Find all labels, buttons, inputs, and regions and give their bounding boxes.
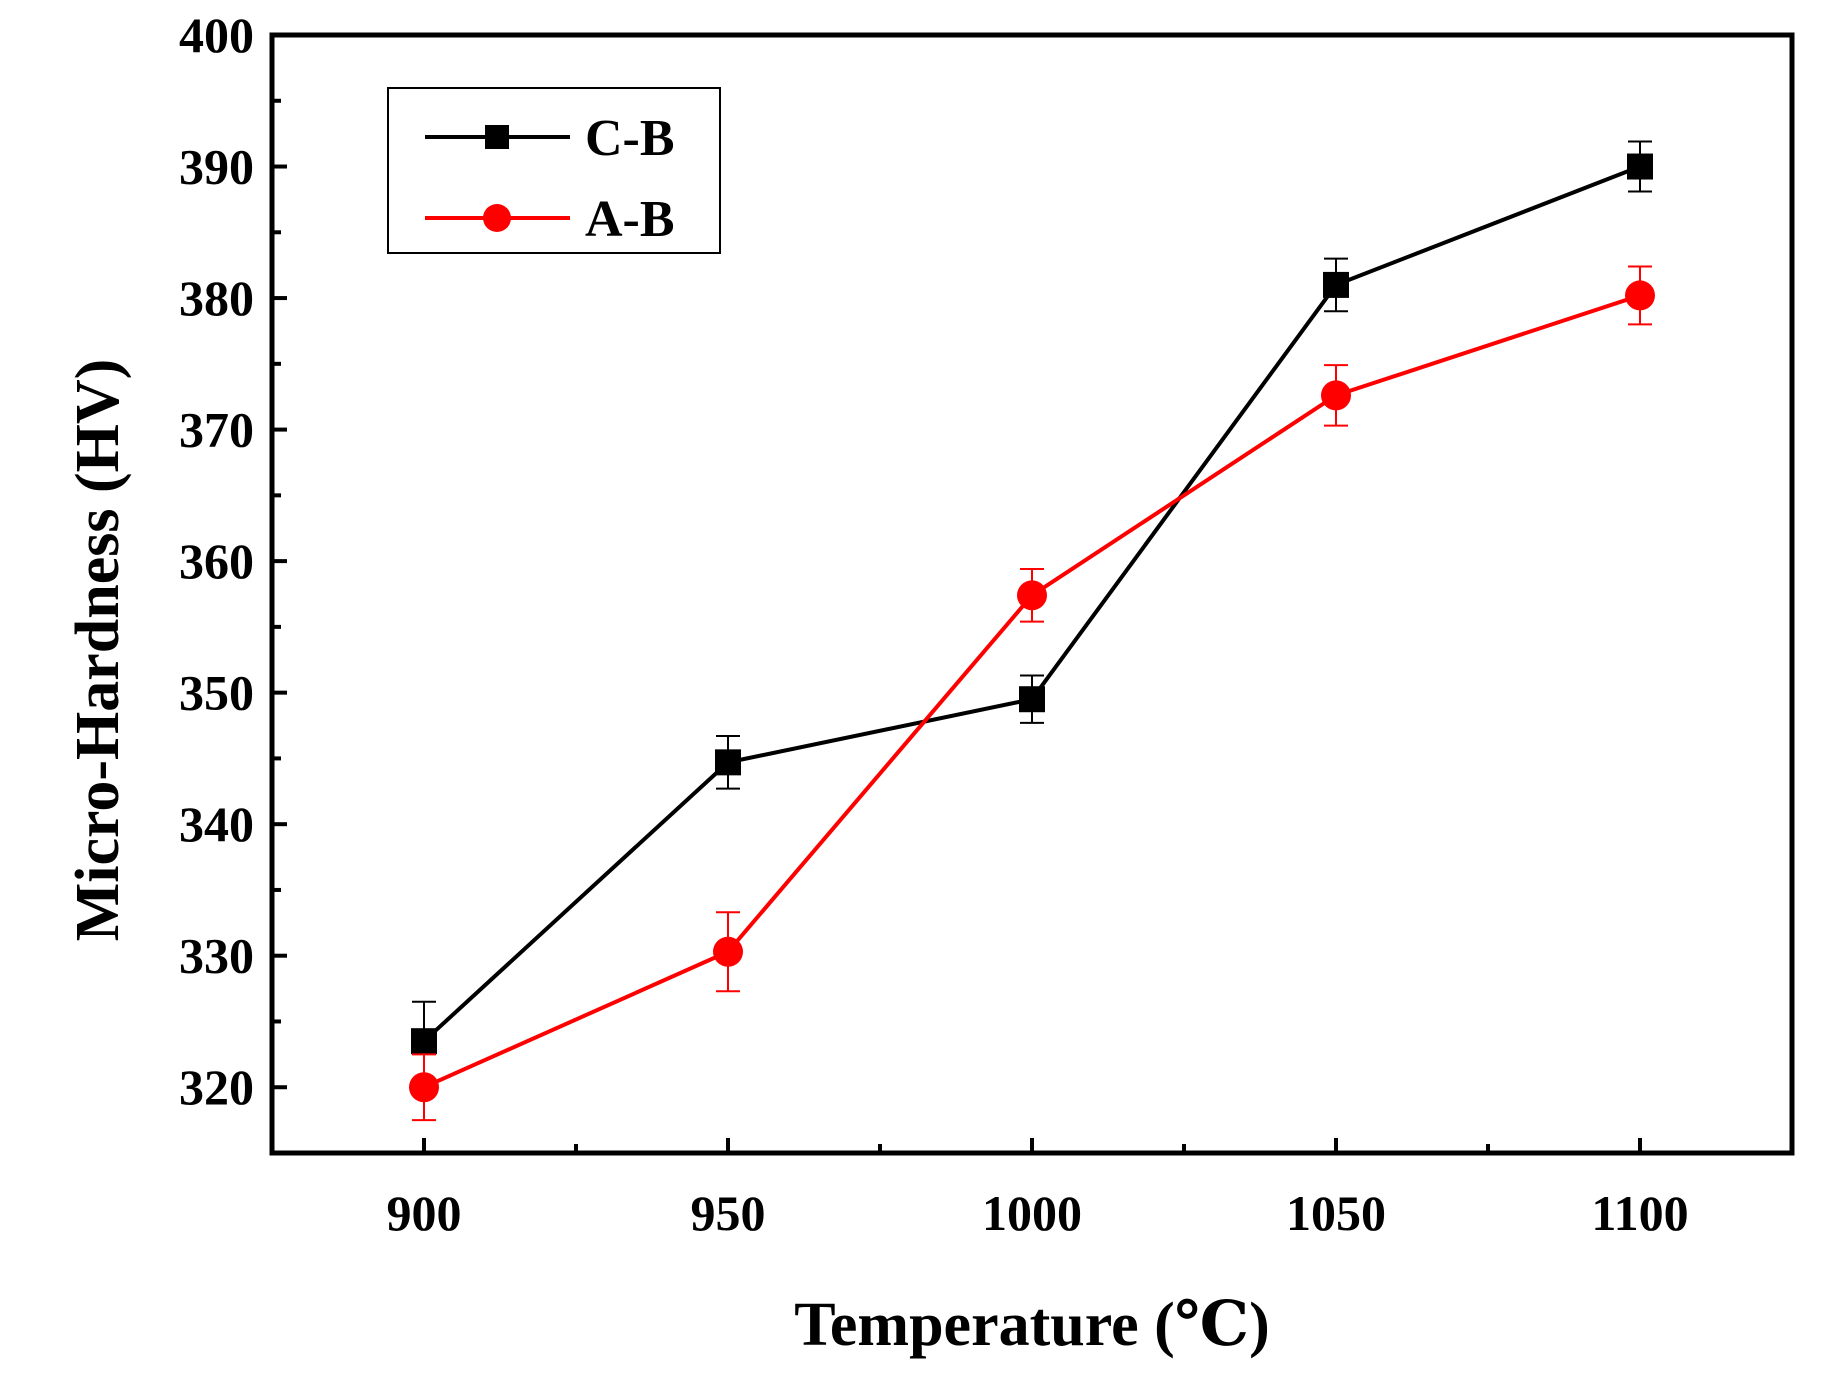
y-tick-label: 320 bbox=[179, 1059, 254, 1115]
x-tick-labels: 900 950 1000 1050 1100 bbox=[387, 1185, 1689, 1241]
legend-marker-c-b bbox=[485, 125, 509, 149]
data-point-c-b bbox=[1323, 271, 1349, 298]
y-tick-label: 330 bbox=[179, 928, 254, 984]
x-tick-label: 950 bbox=[691, 1185, 766, 1241]
data-point-a-b bbox=[409, 1072, 439, 1103]
data-point-a-b bbox=[1321, 380, 1351, 411]
x-tick-label: 900 bbox=[387, 1185, 462, 1241]
y-tick-label: 390 bbox=[179, 139, 254, 195]
y-axis-title: Micro-Hardness (HV) bbox=[64, 359, 132, 942]
legend: C-B A-B bbox=[387, 87, 721, 254]
plot-frame bbox=[269, 32, 1795, 1156]
legend-marker-a-b bbox=[483, 204, 511, 232]
x-tick-label: 1100 bbox=[1591, 1185, 1688, 1241]
y-tick-label: 340 bbox=[179, 796, 254, 852]
y-tick-label: 400 bbox=[179, 7, 254, 63]
data-point-a-b bbox=[713, 936, 743, 967]
series-c-b bbox=[411, 140, 1653, 1082]
major-ticks bbox=[272, 33, 1642, 1153]
x-axis-title: Temperature (℃) bbox=[794, 1291, 1269, 1359]
data-point-c-b bbox=[411, 1028, 437, 1055]
x-tick-label: 1000 bbox=[982, 1185, 1082, 1241]
legend-box bbox=[387, 87, 721, 254]
data-point-a-b bbox=[1625, 280, 1655, 311]
y-tick-label: 360 bbox=[179, 533, 254, 589]
minor-ticks bbox=[272, 98, 1490, 1153]
y-tick-label: 370 bbox=[179, 402, 254, 458]
data-point-c-b bbox=[1019, 686, 1045, 713]
x-tick-label: 1050 bbox=[1286, 1185, 1386, 1241]
legend-label-c-b: C-B bbox=[585, 110, 675, 167]
series-a-b bbox=[409, 265, 1655, 1122]
y-tick-label: 350 bbox=[179, 665, 254, 721]
legend-label-a-b: A-B bbox=[585, 191, 675, 248]
series-layer bbox=[409, 140, 1655, 1122]
data-point-a-b bbox=[1017, 580, 1047, 611]
data-point-c-b bbox=[1627, 153, 1653, 180]
y-tick-label: 380 bbox=[179, 270, 254, 326]
y-tick-labels: 320 330 340 350 360 370 380 390 400 bbox=[179, 7, 254, 1115]
data-point-c-b bbox=[715, 749, 741, 776]
